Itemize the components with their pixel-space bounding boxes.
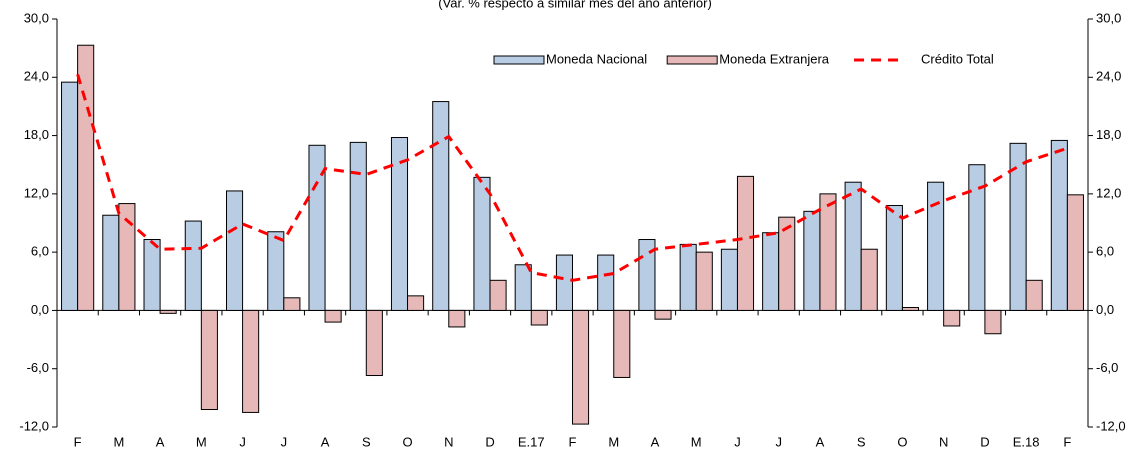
- y2-tick-label: 0,0: [1096, 302, 1114, 317]
- bar: [267, 231, 285, 311]
- x-tick-label: A: [816, 434, 825, 449]
- bar: [1025, 279, 1043, 311]
- x-tick-label: E.18: [1013, 434, 1040, 449]
- x-tick-label: N: [939, 434, 948, 449]
- legend-swatch: [666, 55, 718, 65]
- y2-tick-label: 6,0: [1096, 244, 1114, 259]
- bar: [159, 309, 177, 314]
- bar: [184, 220, 202, 311]
- bar: [225, 190, 244, 311]
- bar: [283, 297, 301, 311]
- y-tick-label: 30,0: [24, 10, 49, 25]
- bar: [943, 309, 961, 327]
- bar: [407, 295, 425, 311]
- x-tick-label: F: [569, 434, 577, 449]
- bar: [885, 205, 903, 311]
- bar: [572, 309, 590, 425]
- x-tick-label: A: [156, 434, 165, 449]
- bar: [613, 309, 631, 378]
- x-tick-label: J: [734, 434, 741, 449]
- bar: [61, 81, 79, 311]
- bar: [968, 164, 986, 311]
- x-tick-label: D: [485, 434, 494, 449]
- bar: [324, 309, 342, 323]
- bar: [143, 239, 161, 311]
- bar: [720, 248, 738, 311]
- y2-tick-label: 30,0: [1096, 10, 1121, 25]
- bar: [1009, 142, 1027, 311]
- y-tick-label: -6,0: [27, 360, 49, 375]
- x-tick-label: S: [857, 434, 866, 449]
- x-tick-label: M: [608, 434, 619, 449]
- x-tick-label: D: [980, 434, 989, 449]
- y-tick-label: 24,0: [24, 69, 49, 84]
- y-tick-label: 12,0: [24, 185, 49, 200]
- bar: [762, 232, 780, 311]
- line: [76, 73, 1068, 282]
- bar: [390, 137, 409, 311]
- x-tick-label: J: [239, 434, 246, 449]
- x-tick-label: A: [651, 434, 660, 449]
- x-tick-label: F: [74, 434, 82, 449]
- y2-tick-label: -12,0: [1096, 418, 1126, 433]
- bar: [365, 309, 383, 377]
- x-tick-label: F: [1063, 434, 1071, 449]
- legend-label: Moneda Extranjera: [719, 51, 830, 66]
- legend-swatch: [493, 55, 545, 65]
- bar: [901, 307, 920, 311]
- bar: [597, 254, 615, 311]
- y2-tick-label: -6,0: [1096, 360, 1118, 375]
- y-tick-label: 0,0: [31, 302, 49, 317]
- x-tick-label: A: [321, 434, 330, 449]
- bar: [984, 309, 1002, 335]
- bar: [200, 309, 218, 411]
- bar: [432, 101, 450, 311]
- bar: [555, 254, 573, 311]
- y2-tick-label: 12,0: [1096, 185, 1121, 200]
- bar: [448, 309, 466, 328]
- legend-label: Crédito Total: [921, 51, 994, 66]
- x-tick-label: J: [281, 434, 288, 449]
- bar: [654, 309, 672, 320]
- x-tick-label: O: [402, 434, 412, 449]
- x-tick-label: J: [775, 434, 782, 449]
- bar: [514, 264, 532, 311]
- y-tick-label: -12,0: [19, 418, 49, 433]
- bar: [679, 243, 697, 311]
- bar: [489, 279, 507, 311]
- bar: [695, 251, 713, 311]
- y-tick-label: 6,0: [31, 244, 49, 259]
- x-tick-label: M: [196, 434, 207, 449]
- bar: [349, 141, 367, 311]
- bar: [803, 210, 821, 311]
- y2-tick-label: 24,0: [1096, 69, 1121, 84]
- bar: [473, 176, 491, 311]
- bar: [860, 248, 878, 311]
- bar: [778, 216, 796, 311]
- bar: [819, 193, 837, 311]
- bar: [1066, 194, 1084, 311]
- bar: [77, 44, 95, 311]
- bar: [530, 309, 548, 326]
- bar: [1050, 139, 1068, 311]
- bar: [308, 144, 326, 311]
- legend-label: Moneda Nacional: [546, 51, 647, 66]
- x-tick-label: O: [897, 434, 907, 449]
- chart-subtitle: (Var. % respecto a similar mes del año a…: [438, 0, 712, 10]
- bar: [927, 181, 945, 311]
- y2-tick-label: 18,0: [1096, 127, 1121, 142]
- bar: [736, 175, 755, 311]
- x-tick-label: M: [691, 434, 702, 449]
- bar: [118, 203, 136, 311]
- bar: [102, 214, 120, 311]
- bar: [242, 309, 260, 413]
- y-tick-label: 18,0: [24, 127, 49, 142]
- x-tick-label: E.17: [518, 434, 545, 449]
- x-tick-label: S: [362, 434, 371, 449]
- x-tick-label: N: [444, 434, 453, 449]
- x-tick-label: M: [113, 434, 124, 449]
- bar: [844, 181, 862, 311]
